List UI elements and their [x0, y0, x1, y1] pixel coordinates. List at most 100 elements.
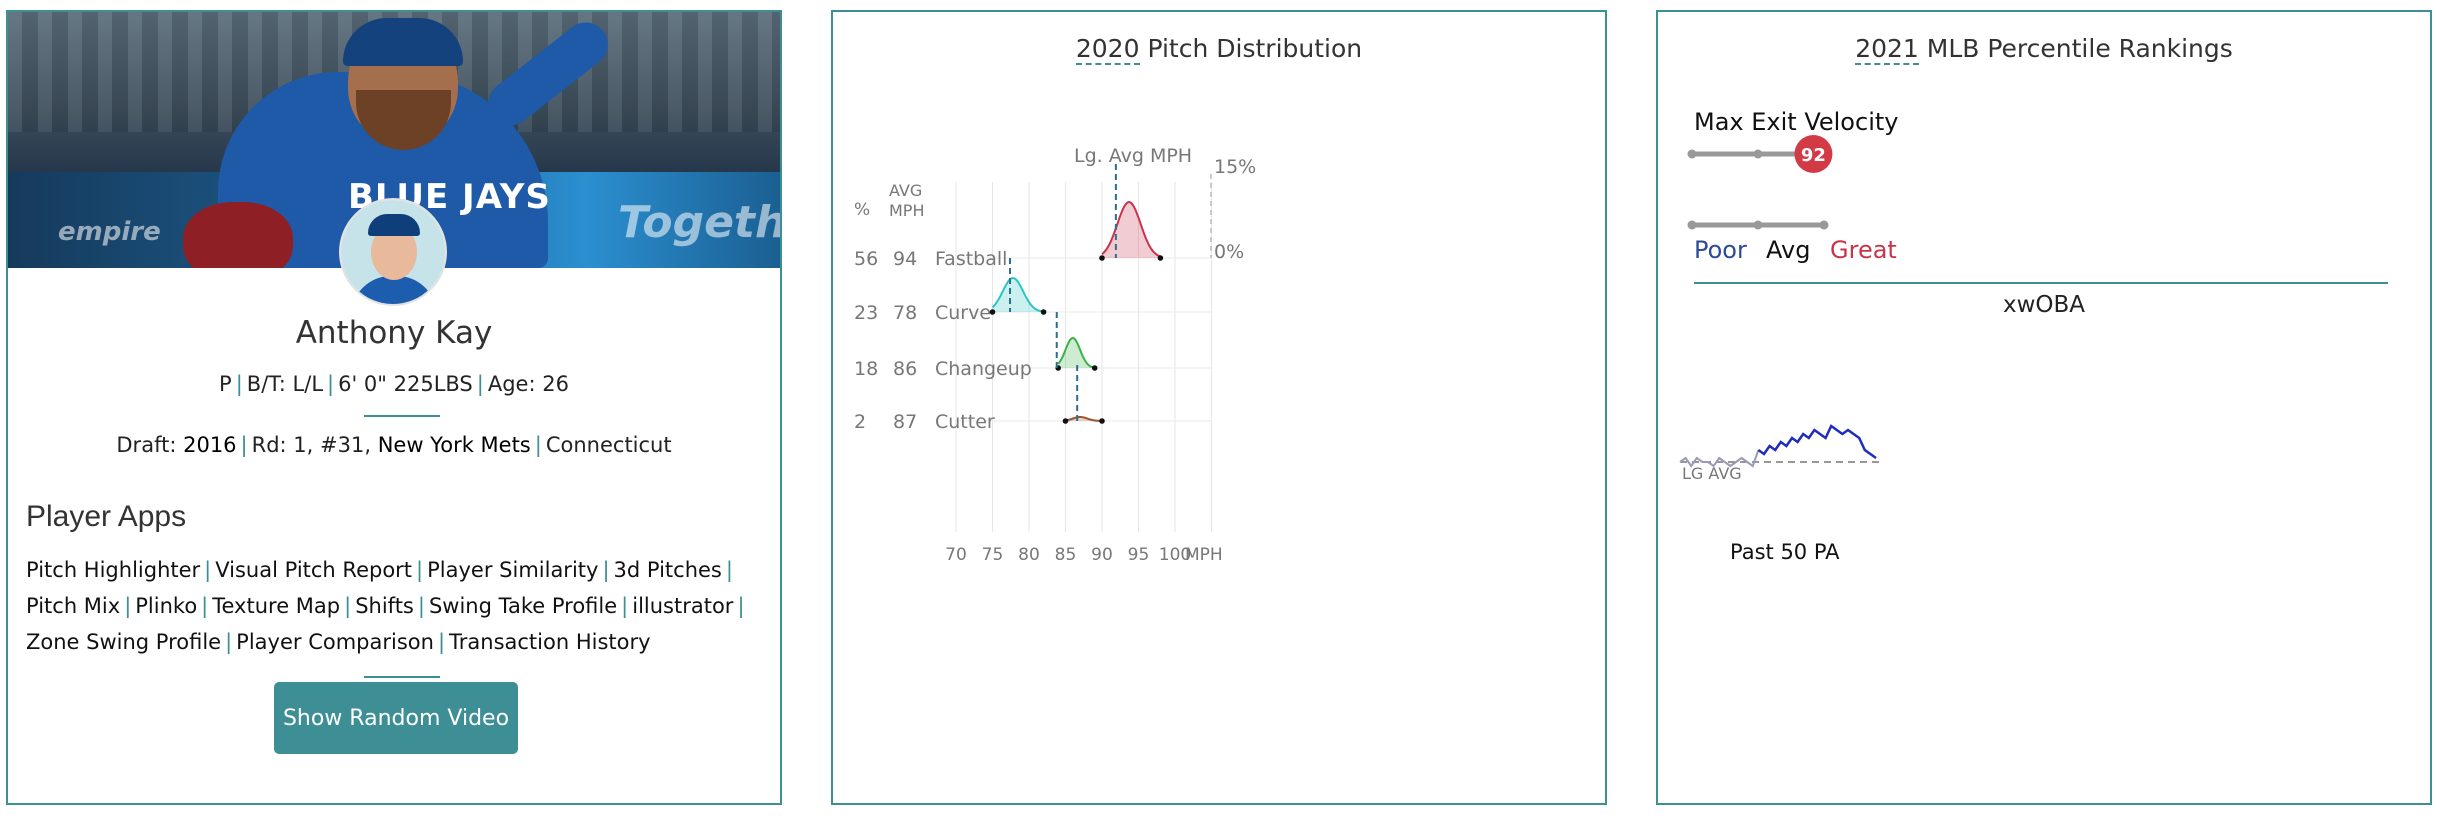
- xwoba-rolling-chart: [1679, 424, 1880, 468]
- app-link-player-comparison[interactable]: Player Comparison: [236, 630, 434, 654]
- app-link-pitch-mix[interactable]: Pitch Mix: [26, 594, 121, 618]
- percentile-year-selector[interactable]: 2021: [1855, 34, 1919, 65]
- divider: [364, 415, 440, 417]
- legend-avg: Avg: [1766, 236, 1811, 264]
- draft-year: 2016: [183, 433, 237, 457]
- pitch-pct: 18: [854, 358, 878, 380]
- pitch-range-end-dot: [1091, 365, 1098, 371]
- x-unit-label: MPH: [1185, 545, 1223, 565]
- player-name: Anthony Kay: [295, 315, 493, 351]
- pitch-distribution-chart: 70 75 80 85 90 95 100 56 94 Fastball 23 78 Curve 18 8…: [854, 145, 1256, 565]
- bio-age: Age: 26: [487, 372, 569, 396]
- app-link-pitch-highlighter[interactable]: Pitch Highlighter: [26, 558, 201, 582]
- header-mph: MPH: [889, 201, 924, 220]
- app-link-texture-map[interactable]: Texture Map: [212, 594, 341, 618]
- percentile-title-text: MLB Percentile Rankings: [1926, 34, 2233, 63]
- max-exit-velocity-label: Max Exit Velocity: [1694, 108, 1899, 136]
- legend-tick-dot: [1753, 220, 1763, 230]
- x-tick-label: 100: [1159, 545, 1191, 565]
- pitch-distribution-title-text: Pitch Distribution: [1147, 34, 1363, 63]
- pitch-avg-mph: 87: [893, 411, 917, 433]
- app-link-plinko[interactable]: Plinko: [135, 594, 198, 618]
- pitch-pct: 2: [854, 411, 866, 433]
- player-card: empire Togeth BLUE JAYS Anthony Kay P | B/…: [6, 10, 782, 805]
- x-tick-label: 70: [945, 545, 967, 565]
- pitch-range-start-dot: [1062, 418, 1069, 424]
- pitch-range-end-dot: [1157, 255, 1164, 261]
- xwoba-line: [1757, 424, 1877, 460]
- percentile-legend-track: [1687, 220, 1829, 230]
- xwoba-title: xwOBA: [2002, 292, 2086, 318]
- scale-top-label: 15%: [1214, 156, 1256, 178]
- slider-tick-dot: [1687, 149, 1697, 159]
- pitch-distribution-panel: 2020 Pitch Distribution 70 75 80 85 90 95 100 …: [831, 10, 1607, 805]
- legend-tick-dot: [1819, 220, 1829, 230]
- x-tick-label: 75: [982, 545, 1004, 565]
- header-pct: %: [854, 200, 870, 220]
- lg-avg-mph-label: Lg. Avg MPH: [1074, 145, 1192, 167]
- bio-bats-throws: B/T: L/L: [246, 372, 324, 396]
- adboard-word: Togeth: [618, 197, 780, 248]
- show-random-video-button[interactable]: Show Random Video: [274, 682, 518, 754]
- divider: [364, 676, 440, 678]
- pitch-range-end-dot: [1040, 309, 1047, 315]
- player-apps-list: Pitch Highlighter | Visual Pitch Report | Pl…: [26, 558, 745, 654]
- app-link-transaction-history[interactable]: Transaction History: [449, 630, 651, 654]
- player-draft: Draft: 2016 | Rd: 1, #31, New York Mets | Co…: [116, 433, 672, 457]
- adboard-word: empire: [58, 217, 161, 247]
- app-link-3d-pitches[interactable]: 3d Pitches: [613, 558, 722, 582]
- header-avg: AVG: [889, 181, 922, 200]
- app-link-visual-pitch-report[interactable]: Visual Pitch Report: [215, 558, 413, 582]
- scale-bottom-label: 0%: [1214, 241, 1244, 263]
- player-action-photo: empire Togeth BLUE JAYS: [8, 12, 780, 268]
- pitch-avg-mph: 78: [893, 302, 917, 324]
- percentile-graphics: 92 LG AVG: [1679, 135, 1880, 483]
- xwoba-line-low: [1679, 449, 1760, 468]
- pitch-pct: 56: [854, 248, 878, 270]
- percentile-title: 2021 MLB Percentile Rankings: [1658, 34, 2430, 65]
- x-tick-label: 80: [1018, 545, 1040, 565]
- pitch-pct: 23: [854, 302, 878, 324]
- pitch-range-start-dot: [1099, 255, 1105, 261]
- pitch-avg-mph: 94: [893, 248, 917, 270]
- draft-team: New York Mets: [377, 433, 531, 457]
- app-link-player-similarity[interactable]: Player Similarity: [427, 558, 599, 582]
- pitch-range-end-dot: [1099, 418, 1105, 424]
- pitch-density-line: [1057, 336, 1095, 369]
- app-link-illustrator[interactable]: illustrator: [632, 594, 734, 618]
- x-tick-label: 85: [1055, 545, 1077, 565]
- slider-tick-dot: [1753, 149, 1763, 159]
- divider: [1694, 282, 2388, 284]
- lg-avg-label: LG AVG: [1682, 464, 1742, 483]
- pitch-avg-mph: 86: [893, 358, 917, 380]
- app-link-shifts[interactable]: Shifts: [355, 594, 414, 618]
- legend-tick-dot: [1687, 220, 1697, 230]
- pitch-name: Fastball: [935, 248, 1007, 270]
- draft-round-pick: Rd: 1, #31,: [251, 433, 372, 457]
- player-avatar: [339, 198, 447, 306]
- pitch-range-start-dot: [989, 309, 996, 315]
- pitch-density-line: [991, 276, 1044, 313]
- x-tick-label: 95: [1128, 545, 1150, 565]
- player-bio: P | B/T: L/L | 6' 0" 225LBS | Age: 26: [219, 372, 569, 396]
- legend-great: Great: [1830, 236, 1897, 264]
- pitch-year-selector[interactable]: 2020: [1075, 34, 1140, 65]
- pitch-name: Curve: [935, 302, 991, 324]
- draft-label: Draft:: [116, 433, 177, 457]
- x-tick-label: 90: [1091, 545, 1113, 565]
- max-exit-velocity-slider: 92: [1687, 135, 1833, 173]
- percentile-rankings-panel: 2021 MLB Percentile Rankings Max Exit Ve…: [1656, 10, 2432, 805]
- percentile-bubble[interactable]: [1794, 135, 1833, 173]
- pitch-name: Changeup: [935, 358, 1032, 380]
- pitch-density-line: [1065, 416, 1103, 422]
- app-link-swing-take-profile[interactable]: Swing Take Profile: [428, 594, 618, 618]
- past-50-pa-label: Past 50 PA: [1730, 540, 1840, 564]
- pitch-density-line: [1101, 201, 1161, 258]
- draft-school: Connecticut: [545, 433, 672, 457]
- app-link-zone-swing-profile[interactable]: Zone Swing Profile: [26, 630, 222, 654]
- percentile-bubble-value: 92: [1801, 145, 1826, 166]
- pitch-distribution-title: 2020 Pitch Distribution: [833, 34, 1605, 65]
- legend-poor: Poor: [1694, 236, 1747, 264]
- bio-size: 6' 0" 225LBS: [338, 372, 473, 396]
- pitch-name: Cutter: [935, 411, 995, 433]
